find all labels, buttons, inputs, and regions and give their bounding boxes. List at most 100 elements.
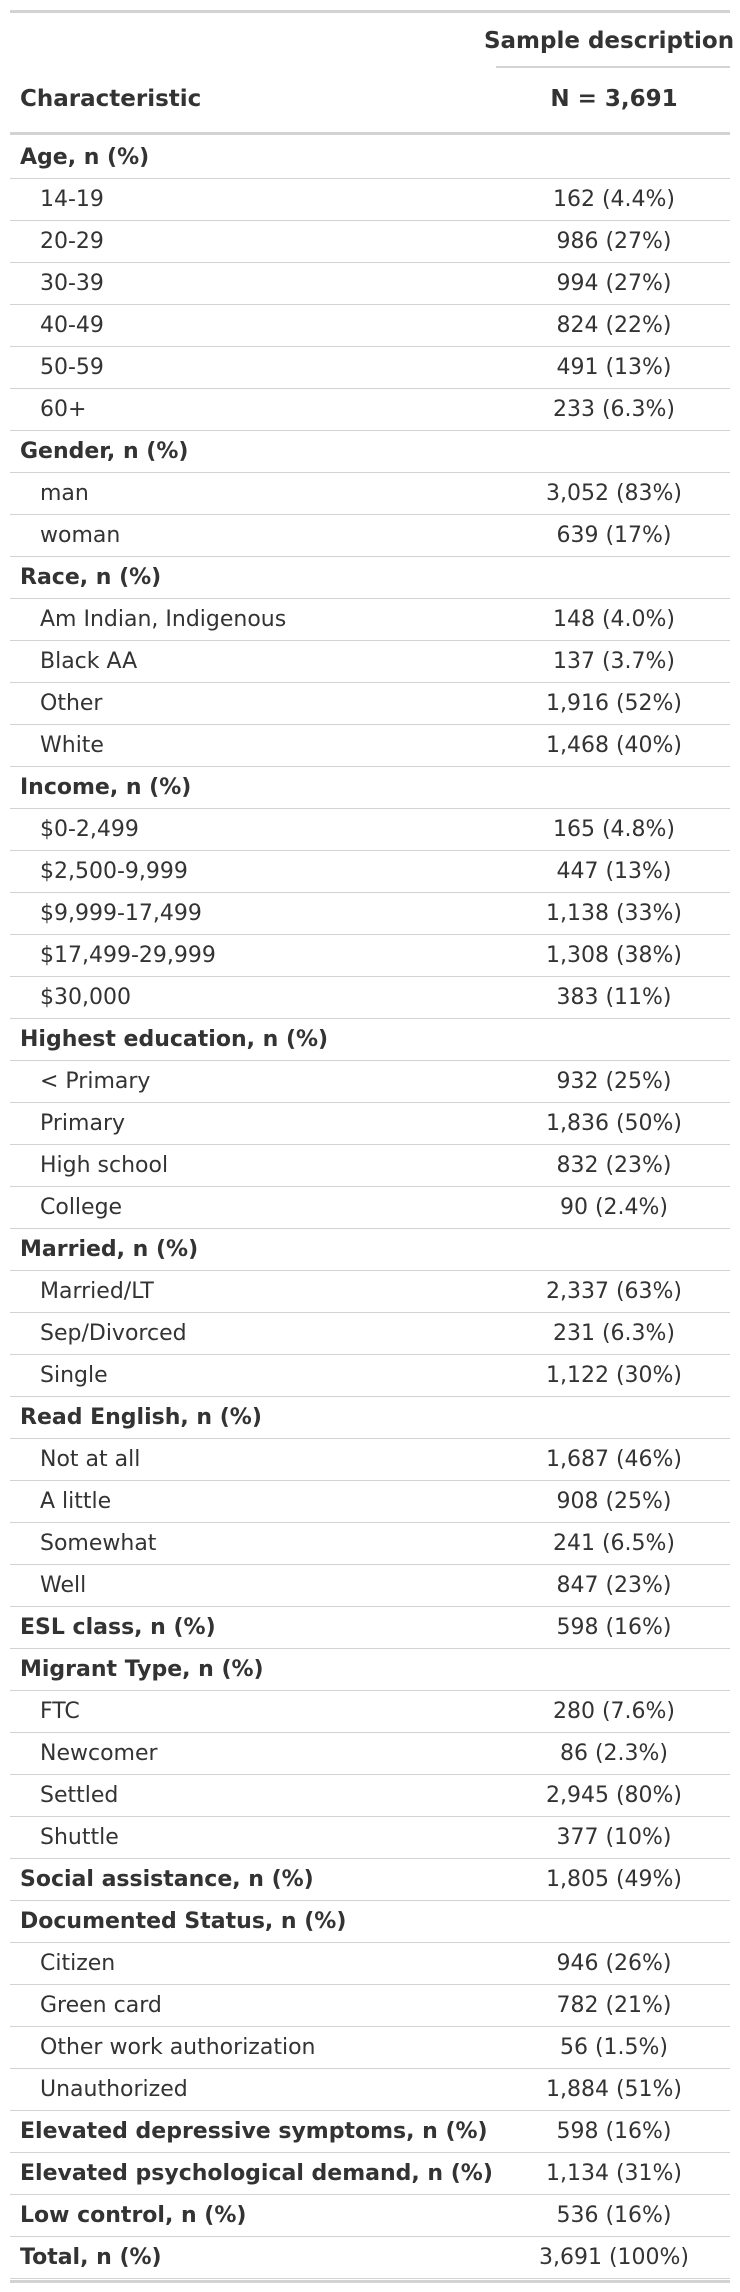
table-row-group: Elevated psychological demand, n (%) 1,13…: [10, 2153, 730, 2195]
table-row-group: Social assistance, n (%) 1,805 (49%): [10, 1859, 730, 1901]
table-row: Green card 782 (21%): [10, 1985, 730, 2027]
row-value: 90 (2.4%): [559, 1195, 669, 1220]
row-value: 280 (7.6%): [552, 1699, 676, 1724]
row-label: Black AA: [40, 649, 138, 674]
row-label: man: [40, 481, 89, 506]
row-value: 383 (11%): [556, 985, 672, 1010]
row-value: 908 (25%): [556, 1489, 672, 1514]
row-value: 946 (26%): [556, 1951, 672, 1976]
table-header: Characteristic N = 3,691: [10, 80, 730, 130]
table-row: $9,999-17,499 1,138 (33%): [10, 893, 730, 935]
row-label: Green card: [40, 1993, 162, 2018]
row-value: 824 (22%): [556, 313, 672, 338]
row-value: 165 (4.8%): [552, 817, 676, 842]
row-value: [498, 557, 730, 598]
table-body: Age, n (%) 14-19 162 (4.4%) 20-29 986 (27%) 3…: [10, 137, 730, 2279]
row-label: $30,000: [40, 985, 131, 1010]
table-row: Primary 1,836 (50%): [10, 1103, 730, 1145]
table-row: Well 847 (23%): [10, 1565, 730, 1607]
table-row: Am Indian, Indigenous 148 (4.0%): [10, 599, 730, 641]
row-label: Well: [40, 1573, 87, 1598]
row-label: Married, n (%): [20, 1237, 199, 1262]
row-value: 986 (27%): [556, 229, 672, 254]
row-label: Documented Status, n (%): [20, 1909, 347, 1934]
row-value: 231 (6.3%): [552, 1321, 676, 1346]
row-label: Sep/Divorced: [40, 1321, 187, 1346]
column-spanner: Sample description: [483, 28, 735, 54]
table-row: 50-59 491 (13%): [10, 347, 730, 389]
table-row: 14-19 162 (4.4%): [10, 179, 730, 221]
row-value: 2,945 (80%): [545, 1783, 683, 1808]
table-row: $17,499-29,999 1,308 (38%): [10, 935, 730, 977]
row-label: < Primary: [40, 1069, 151, 1094]
table-row-group: Highest education, n (%): [10, 1019, 730, 1061]
row-value: 994 (27%): [556, 271, 672, 296]
row-label: FTC: [40, 1699, 80, 1724]
row-label: 14-19: [40, 187, 104, 212]
row-label: Social assistance, n (%): [20, 1867, 314, 1892]
row-value: 86 (2.3%): [559, 1741, 669, 1766]
table-row-group: Migrant Type, n (%): [10, 1649, 730, 1691]
row-value: 1,916 (52%): [545, 691, 683, 716]
table-top-rule: [10, 10, 730, 13]
table-row-group: Documented Status, n (%): [10, 1901, 730, 1943]
table-row: < Primary 932 (25%): [10, 1061, 730, 1103]
table-row: $2,500-9,999 447 (13%): [10, 851, 730, 893]
row-label: Not at all: [40, 1447, 141, 1472]
row-label: Total, n (%): [20, 2245, 162, 2270]
row-label: Shuttle: [40, 1825, 119, 1850]
row-label: Citizen: [40, 1951, 116, 1976]
row-value: 377 (10%): [556, 1825, 672, 1850]
row-label: Income, n (%): [20, 775, 192, 800]
table-row: A little 908 (25%): [10, 1481, 730, 1523]
table-row: 20-29 986 (27%): [10, 221, 730, 263]
row-value: 2,337 (63%): [545, 1279, 683, 1304]
table-row-group: Gender, n (%): [10, 431, 730, 473]
row-label: A little: [40, 1489, 112, 1514]
table-row-group: Total, n (%) 3,691 (100%): [10, 2237, 730, 2279]
row-value: 148 (4.0%): [552, 607, 676, 632]
row-label: Newcomer: [40, 1741, 158, 1766]
row-value: 3,691 (100%): [538, 2245, 690, 2270]
table-row: Other 1,916 (52%): [10, 683, 730, 725]
table-row: Single 1,122 (30%): [10, 1355, 730, 1397]
row-label: Settled: [40, 1783, 119, 1808]
row-label: 50-59: [40, 355, 104, 380]
row-value: [498, 767, 730, 808]
header-rule: [10, 132, 730, 135]
row-label: Race, n (%): [20, 565, 162, 590]
header-n: N = 3,691: [550, 86, 678, 112]
table-row-group: Elevated depressive symptoms, n (%) 598 (…: [10, 2111, 730, 2153]
row-value: [498, 1019, 730, 1060]
row-value: 137 (3.7%): [552, 649, 676, 674]
row-label: Primary: [40, 1111, 126, 1136]
row-label: Elevated psychological demand, n (%): [20, 2161, 493, 2186]
row-value: 162 (4.4%): [552, 187, 676, 212]
row-value: 536 (16%): [556, 2203, 672, 2228]
row-label: Somewhat: [40, 1531, 157, 1556]
row-label: Migrant Type, n (%): [20, 1657, 264, 1682]
table-bottom-rule: [10, 2280, 730, 2283]
row-label: College: [40, 1195, 123, 1220]
row-value: 491 (13%): [556, 355, 672, 380]
table-row-group: Read English, n (%): [10, 1397, 730, 1439]
table-row: $30,000 383 (11%): [10, 977, 730, 1019]
row-value: 233 (6.3%): [552, 397, 676, 422]
row-value: 598 (16%): [556, 1615, 672, 1640]
row-value: [498, 431, 730, 472]
row-label: 30-39: [40, 271, 104, 296]
row-label: White: [40, 733, 104, 758]
row-value: 3,052 (83%): [545, 481, 683, 506]
row-label: Age, n (%): [20, 145, 150, 170]
row-value: [498, 137, 730, 178]
row-value: 639 (17%): [556, 523, 672, 548]
row-label: Low control, n (%): [20, 2203, 247, 2228]
row-label: Other work authorization: [40, 2035, 316, 2060]
row-label: $0-2,499: [40, 817, 139, 842]
table-row: $0-2,499 165 (4.8%): [10, 809, 730, 851]
row-value: 1,122 (30%): [545, 1363, 683, 1388]
row-value: 1,308 (38%): [545, 943, 683, 968]
row-value: 1,836 (50%): [545, 1111, 683, 1136]
spanner-rule: [496, 66, 730, 68]
row-value: [498, 1901, 730, 1942]
